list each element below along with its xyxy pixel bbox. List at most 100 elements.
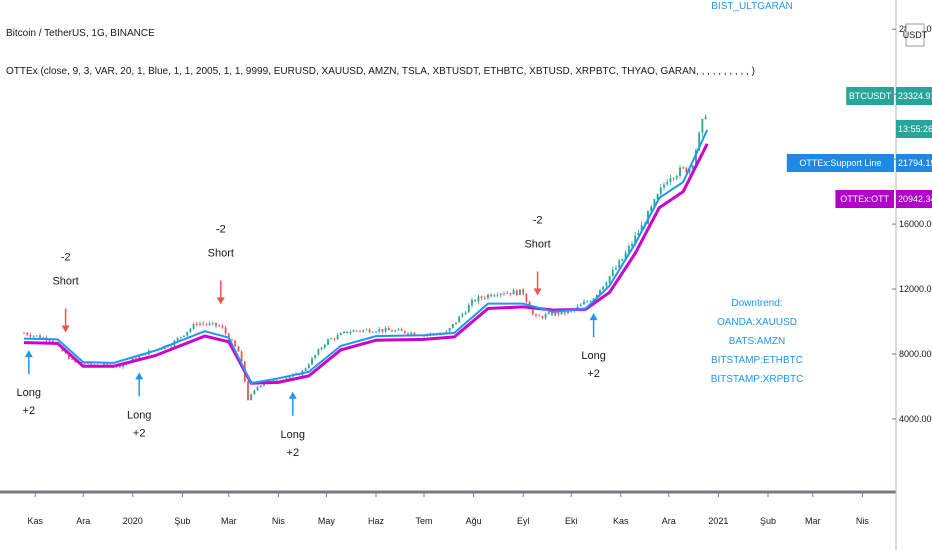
candle	[490, 293, 493, 298]
candle	[349, 329, 352, 335]
x-tick-label: Nis	[856, 516, 869, 526]
candle	[186, 331, 189, 337]
price-tag: OTTEx:Support Line 21794.1931	[786, 154, 932, 172]
signal-label: -2	[533, 214, 543, 226]
signal-label: Short	[52, 276, 78, 288]
y-tick-label: 4000.0000	[899, 414, 932, 424]
candle	[336, 332, 339, 341]
downtrend-note-line: Downtrend:	[731, 298, 782, 309]
candle	[605, 281, 608, 288]
y-tick-label: 12000.0000	[899, 284, 932, 294]
candle	[704, 114, 707, 120]
candle	[218, 324, 221, 327]
candle	[615, 265, 617, 271]
price-tag-value: 20942.3494	[898, 194, 932, 204]
candle	[685, 167, 688, 174]
currency-badge[interactable]: USDT	[903, 23, 928, 47]
candle	[327, 338, 329, 346]
candle	[589, 300, 592, 303]
price-tag-name: OTTEx:Support Line	[799, 158, 881, 168]
candle	[183, 335, 185, 338]
signal-label: Long	[581, 350, 605, 362]
signal-markers: Long +2 -2 Short Long +2 -2 Short Long +2 -2 Short L…	[17, 214, 606, 458]
candle	[525, 293, 528, 304]
candle	[259, 385, 262, 388]
candle	[480, 295, 483, 301]
candle	[29, 332, 32, 338]
candle	[538, 313, 541, 317]
price-tags: BTCUSDT 23324.9100 13:55:26 OTTEx:Support L…	[786, 87, 932, 208]
candle	[451, 323, 454, 329]
candle	[330, 337, 333, 340]
candle	[205, 323, 208, 327]
signal-label: Short	[524, 238, 550, 250]
candle	[391, 328, 393, 332]
support-line	[23, 129, 709, 385]
price-tag: BTCUSDT 23324.9100	[846, 87, 932, 105]
candle	[515, 289, 518, 296]
candle	[333, 337, 336, 342]
candle	[448, 327, 451, 333]
candle	[509, 292, 512, 297]
candle	[176, 336, 179, 342]
candle	[343, 330, 345, 334]
x-tick-label: Mar	[221, 516, 237, 526]
candle	[659, 183, 662, 198]
candle	[362, 329, 365, 333]
long-signal: Long +2	[281, 391, 305, 459]
candle	[199, 321, 201, 327]
candle	[496, 292, 499, 297]
long-signal: Long +2	[127, 372, 151, 439]
candle	[541, 315, 544, 320]
candle	[544, 312, 547, 321]
candle	[656, 193, 659, 200]
x-tick-label: Şub	[174, 516, 190, 526]
candle	[307, 362, 310, 370]
signal-label: -2	[61, 252, 71, 264]
candle	[359, 330, 361, 333]
candle	[675, 174, 678, 181]
x-tick-label: Eki	[565, 516, 578, 526]
candle	[314, 354, 317, 360]
price-tag-name: OTTEx:OTT	[840, 194, 889, 204]
candle	[701, 118, 704, 137]
candle	[368, 328, 371, 334]
candle	[234, 340, 237, 347]
price-tag-value: 23324.9100	[898, 91, 932, 101]
short-signal: -2 Short	[208, 223, 234, 305]
candle	[611, 266, 614, 278]
x-tick-label: Mar	[805, 516, 821, 526]
candle	[311, 356, 313, 366]
downtrend-note: Downtrend: OANDA:XAUUSD BATS:AMZN BITSTAMP:…	[711, 298, 804, 385]
long-signal: Long +2	[17, 350, 41, 417]
signal-label: Short	[208, 247, 234, 259]
price-tag: 13:55:26	[896, 120, 932, 138]
candle	[202, 321, 205, 327]
candle	[365, 328, 368, 331]
candle	[221, 324, 224, 329]
top-note: BIST_ULTGARAN	[711, 1, 793, 12]
candle	[679, 164, 681, 179]
x-tick-label: Eyl	[517, 516, 530, 526]
signal-label: +2	[133, 427, 146, 439]
candle	[586, 300, 589, 303]
candle	[320, 346, 323, 351]
candle	[397, 327, 400, 331]
price-tag-value: 21794.1931	[898, 158, 932, 168]
candle	[506, 290, 509, 295]
signal-label: +2	[587, 368, 600, 380]
symbol-title: Bitcoin / TetherUS, 1G, BINANCE	[6, 28, 155, 39]
candle	[583, 299, 585, 305]
candle	[23, 331, 25, 334]
candle	[240, 350, 243, 362]
candle	[304, 367, 307, 372]
candle	[666, 178, 669, 186]
candle	[189, 327, 192, 334]
candle	[26, 331, 29, 336]
price-tag-value: 13:55:26	[898, 124, 932, 134]
downtrend-note-line: OANDA:XAUUSD	[717, 317, 797, 328]
candle	[474, 298, 477, 303]
y-tick-label: 8000.0000	[899, 349, 932, 359]
candle	[256, 385, 259, 391]
